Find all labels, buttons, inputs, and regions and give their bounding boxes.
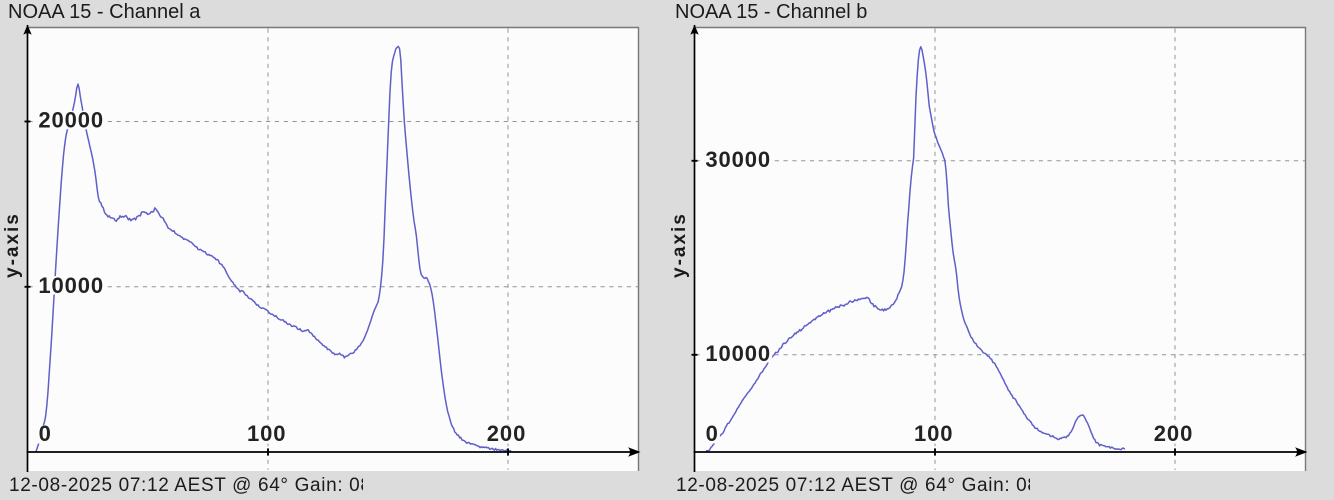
svg-text:30000: 30000 [705, 147, 771, 172]
svg-text:10000: 10000 [38, 273, 104, 298]
svg-text:200: 200 [487, 421, 526, 446]
svg-text:100: 100 [914, 421, 953, 446]
svg-text:100: 100 [247, 421, 286, 446]
svg-text:0: 0 [706, 421, 719, 446]
svg-text:10000: 10000 [705, 341, 771, 366]
svg-text:20000: 20000 [38, 108, 104, 133]
svg-text:200: 200 [1154, 421, 1193, 446]
svg-text:0: 0 [39, 421, 52, 446]
